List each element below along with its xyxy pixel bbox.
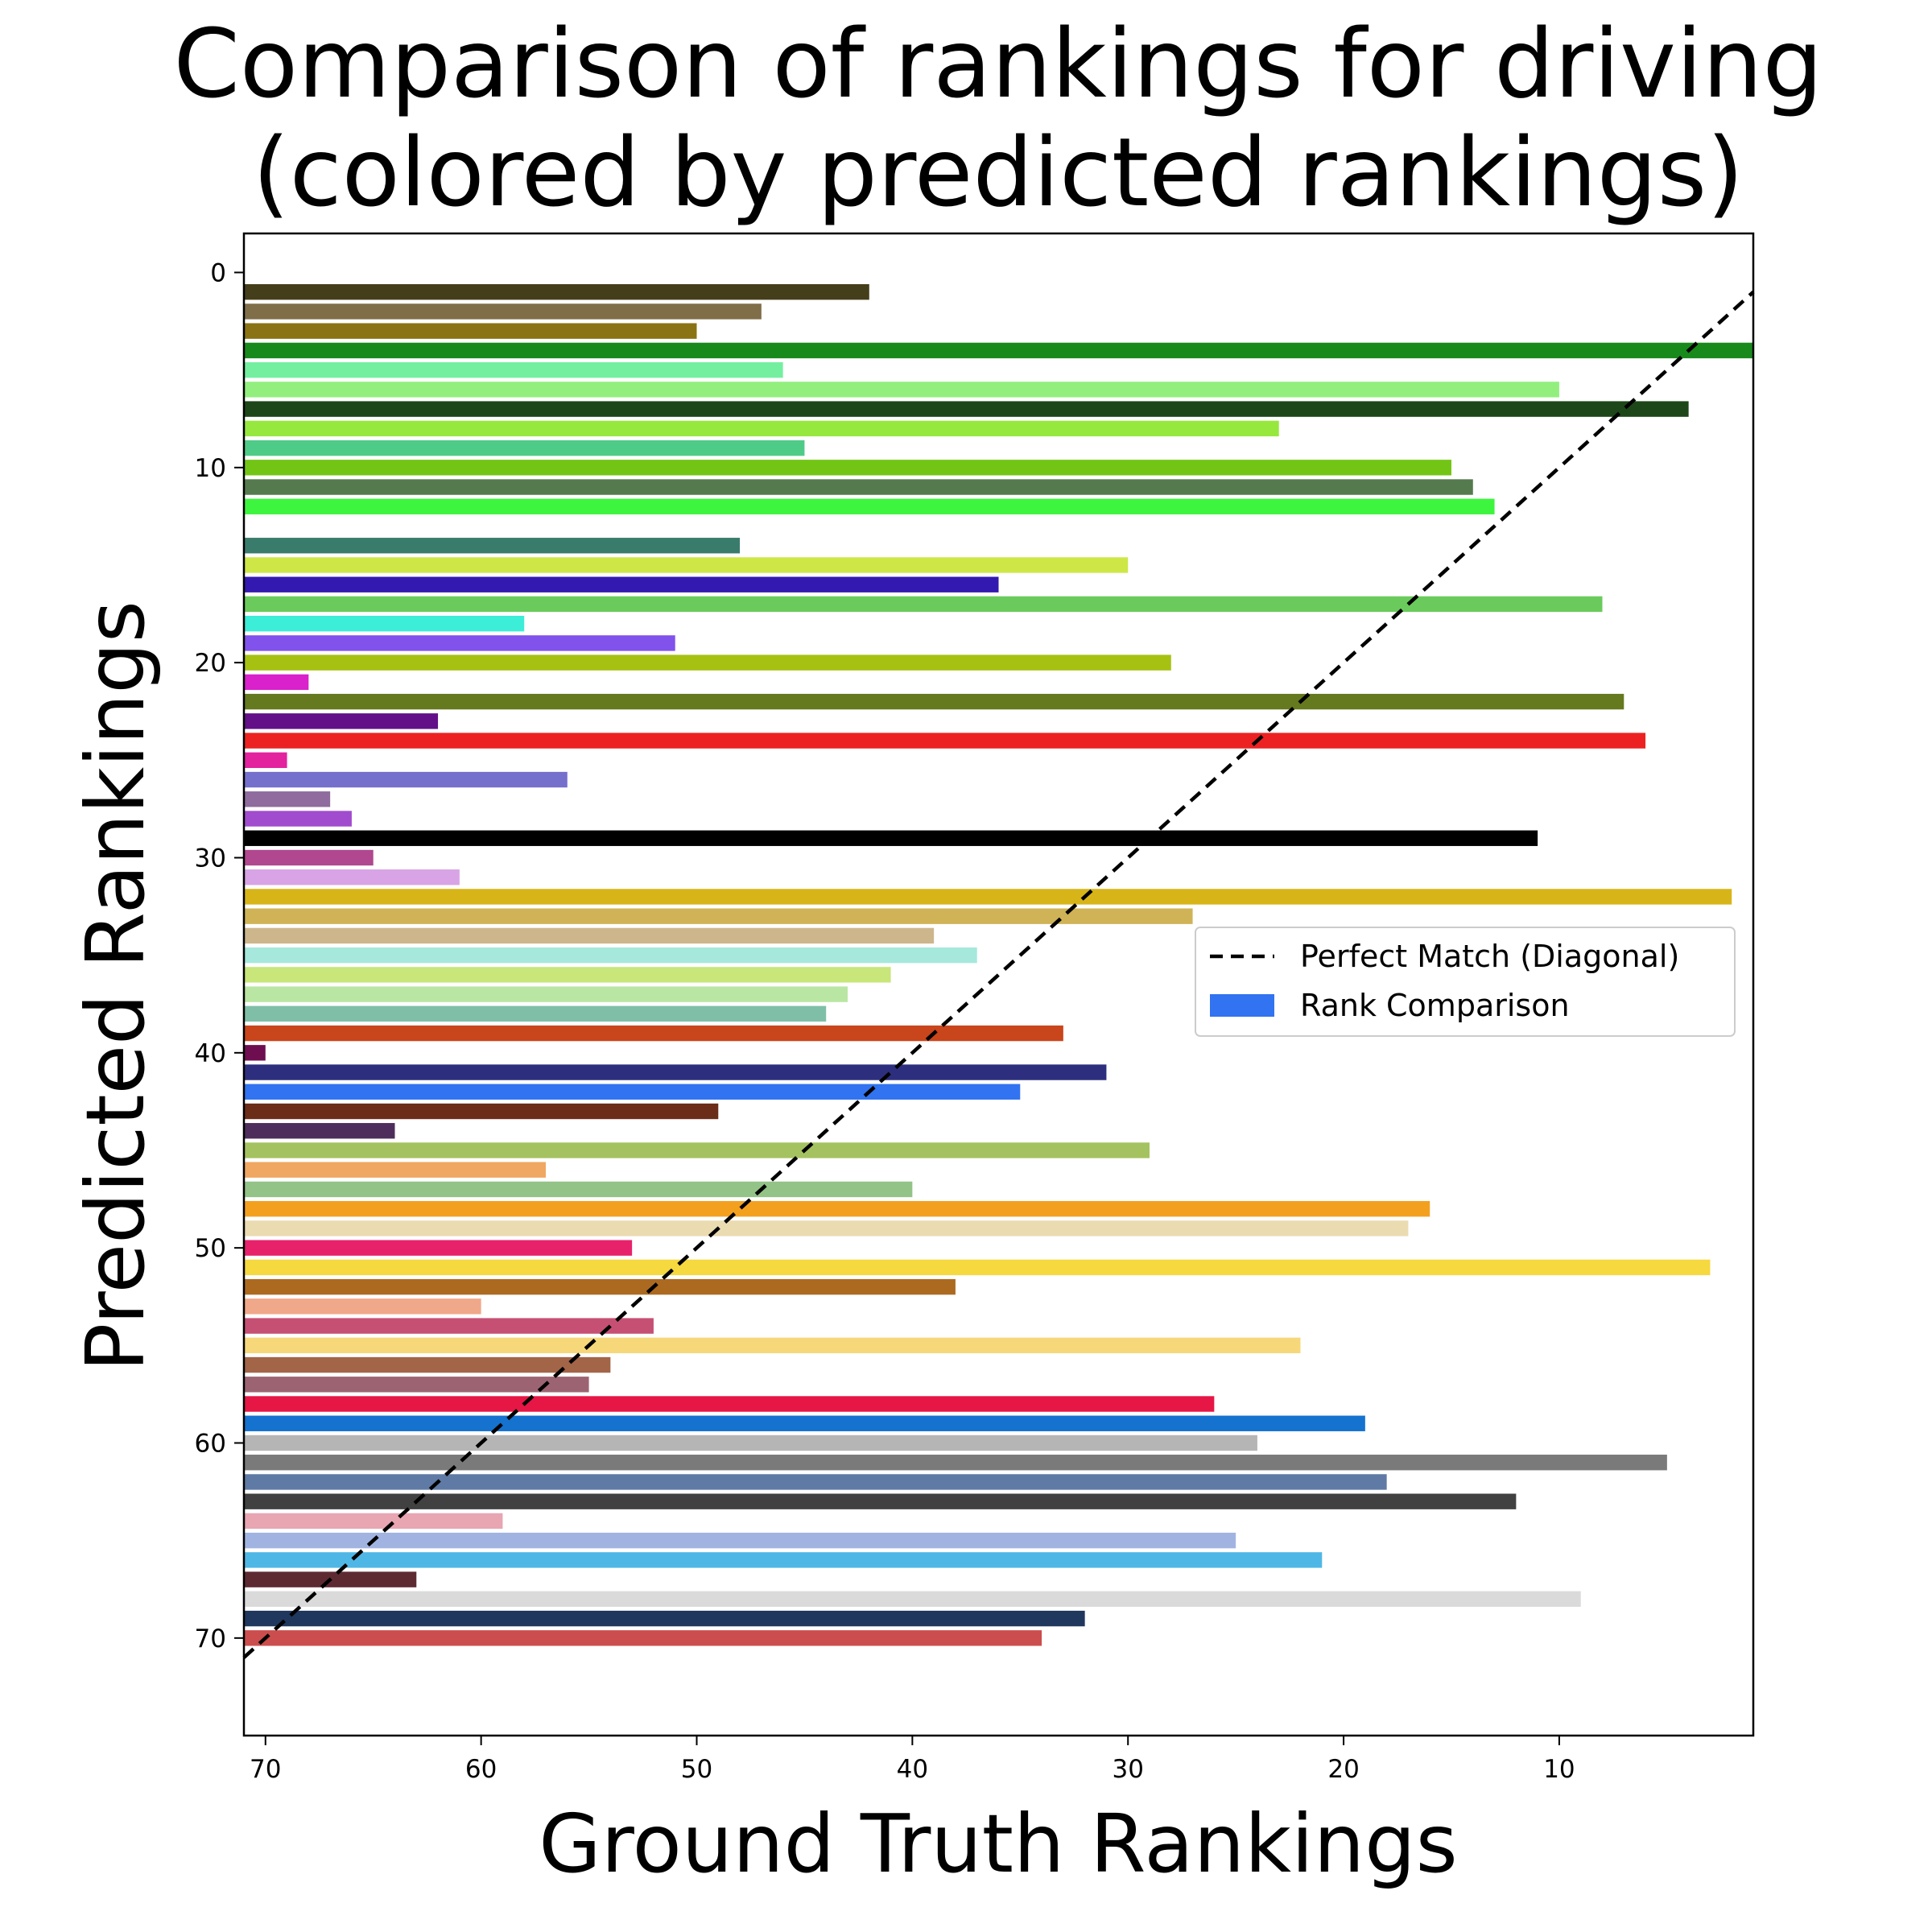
x-tick-label: 30 <box>1112 1755 1143 1784</box>
bar-predicted-26 <box>244 771 568 788</box>
bar-predicted-20 <box>244 654 1171 671</box>
perfect-match-diagonal <box>242 291 1755 1659</box>
bar-predicted-36 <box>244 967 891 983</box>
bar-predicted-10 <box>244 460 1451 476</box>
x-tick-label: 10 <box>1543 1755 1575 1784</box>
bar-predicted-14 <box>244 538 741 554</box>
bar-predicted-6 <box>244 382 1559 398</box>
y-tick-label: 70 <box>195 1624 226 1653</box>
bar-predicted-66 <box>244 1552 1323 1568</box>
bar-predicted-11 <box>244 479 1473 495</box>
bar-predicted-41 <box>244 1064 1107 1080</box>
bar-predicted-25 <box>244 752 287 769</box>
bar-predicted-38 <box>244 1005 827 1022</box>
y-axis-ticks: 0 10 20 30 40 50 60 70 <box>195 258 244 1653</box>
bar-predicted-39 <box>244 1025 1063 1042</box>
bar-predicted-44 <box>244 1123 395 1139</box>
bar-predicted-29 <box>244 830 1538 846</box>
x-tick-label: 60 <box>465 1755 497 1784</box>
bar-predicted-56 <box>244 1356 611 1373</box>
y-tick-label: 50 <box>195 1234 226 1263</box>
bar-predicted-3 <box>244 323 697 339</box>
bar-predicted-19 <box>244 635 675 651</box>
legend-label-diagonal: Perfect Match (Diagonal) <box>1300 939 1679 974</box>
bar-predicted-34 <box>244 927 935 944</box>
legend-rank-comparison-swatch <box>1210 994 1274 1017</box>
bar-predicted-1 <box>244 284 869 300</box>
bar-predicted-48 <box>244 1200 1430 1217</box>
bar-predicted-47 <box>244 1181 913 1198</box>
bar-predicted-70 <box>244 1630 1042 1646</box>
bar-predicted-57 <box>244 1377 589 1393</box>
bar-predicted-54 <box>244 1318 654 1334</box>
bar-predicted-17 <box>244 596 1603 613</box>
bar-predicted-42 <box>244 1084 1021 1100</box>
bar-predicted-45 <box>244 1142 1150 1158</box>
bar-predicted-12 <box>244 498 1495 514</box>
y-tick-label: 60 <box>195 1429 226 1458</box>
bar-predicted-21 <box>244 674 309 691</box>
bar-predicted-51 <box>244 1259 1711 1276</box>
bar-predicted-4 <box>244 342 1753 359</box>
bar-predicted-58 <box>244 1396 1215 1412</box>
y-axis-label: Predicted Rankings <box>68 601 163 1372</box>
y-tick-label: 20 <box>195 649 226 678</box>
x-axis-label: Ground Truth Rankings <box>539 1797 1457 1891</box>
bar-predicted-40 <box>244 1045 266 1061</box>
x-tick-label: 20 <box>1327 1755 1359 1784</box>
plot-area-frame <box>242 232 1755 1737</box>
legend: Perfect Match (Diagonal) Rank Comparison <box>1195 927 1736 1037</box>
bar-predicted-43 <box>244 1103 719 1120</box>
bar-predicted-31 <box>244 869 460 886</box>
bar-predicted-68 <box>244 1591 1581 1608</box>
y-tick-label: 0 <box>210 258 226 287</box>
bar-predicted-63 <box>244 1493 1517 1509</box>
bar-predicted-65 <box>244 1532 1236 1549</box>
bars-layer <box>244 284 1753 1646</box>
bar-predicted-64 <box>244 1513 503 1530</box>
chart-title-line-2: (colored by predicted rankings) <box>253 117 1744 228</box>
bar-predicted-16 <box>244 576 999 592</box>
bar-predicted-61 <box>244 1455 1667 1471</box>
x-tick-label: 70 <box>250 1755 281 1784</box>
bar-predicted-37 <box>244 986 848 1002</box>
bar-predicted-32 <box>244 889 1732 905</box>
bar-predicted-30 <box>244 849 374 866</box>
bar-predicted-24 <box>244 733 1646 749</box>
bar-predicted-52 <box>244 1278 956 1295</box>
chart-title-line-1: Comparison of rankings for driving <box>174 8 1823 119</box>
chart-title: Comparison of rankings for driving (colo… <box>174 8 1823 228</box>
y-tick-label: 40 <box>195 1039 226 1068</box>
bar-predicted-8 <box>244 420 1279 437</box>
legend-label-rank-comparison: Rank Comparison <box>1300 988 1570 1023</box>
x-axis-ticks: 70 60 50 40 30 20 10 <box>250 1736 1575 1784</box>
bar-predicted-53 <box>244 1298 481 1315</box>
bar-predicted-46 <box>244 1162 546 1178</box>
legend-box <box>1195 927 1736 1037</box>
bar-predicted-27 <box>244 791 331 807</box>
bar-predicted-69 <box>244 1610 1085 1627</box>
bar-predicted-22 <box>244 693 1624 710</box>
x-tick-label: 50 <box>681 1755 712 1784</box>
y-tick-label: 30 <box>195 844 226 873</box>
bar-predicted-49 <box>244 1220 1409 1236</box>
bar-predicted-62 <box>244 1474 1387 1490</box>
bar-predicted-7 <box>244 401 1689 417</box>
bar-predicted-9 <box>244 440 805 456</box>
bar-predicted-35 <box>244 947 977 964</box>
x-tick-label: 40 <box>897 1755 928 1784</box>
bar-predicted-50 <box>244 1240 633 1256</box>
bar-predicted-28 <box>244 811 352 827</box>
bar-predicted-2 <box>244 303 762 320</box>
bar-predicted-33 <box>244 908 1193 924</box>
bar-predicted-15 <box>244 557 1129 573</box>
bar-predicted-23 <box>244 713 439 729</box>
bar-predicted-5 <box>244 361 783 378</box>
y-tick-label: 10 <box>195 454 226 483</box>
bar-predicted-55 <box>244 1337 1301 1354</box>
bar-predicted-18 <box>244 615 525 632</box>
bar-predicted-60 <box>244 1435 1257 1451</box>
bar-predicted-59 <box>244 1415 1365 1431</box>
